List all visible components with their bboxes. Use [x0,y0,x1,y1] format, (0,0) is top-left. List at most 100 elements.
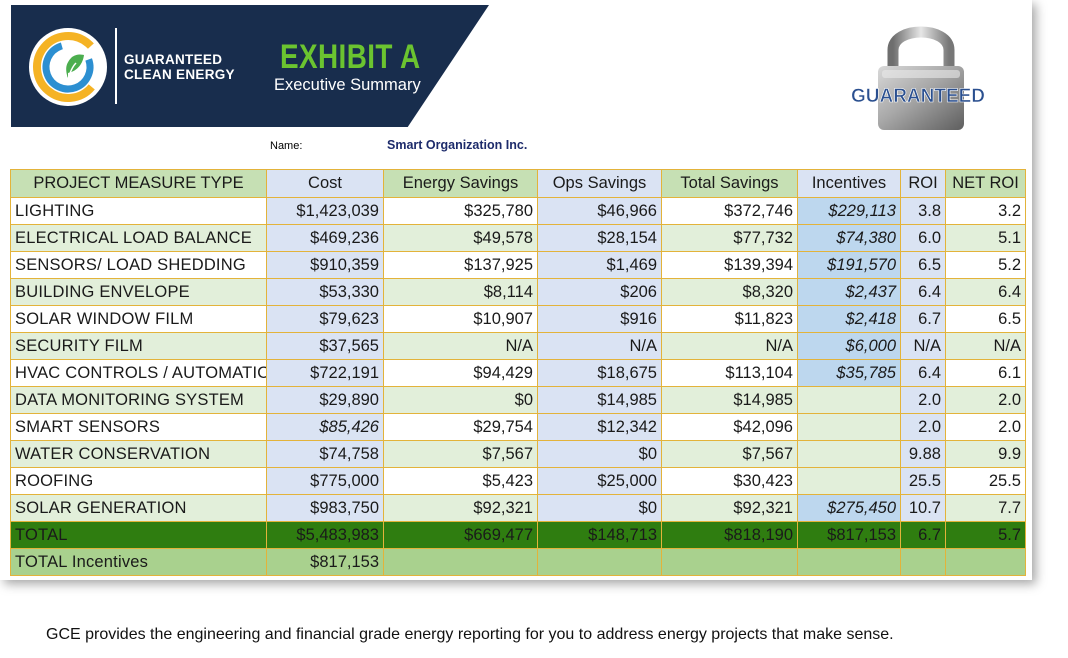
padlock-icon: GUARANTEED [851,26,985,130]
col-header-incentives: Incentives [797,169,901,198]
summary-table: PROJECT MEASURE TYPE Cost Energy Savings… [10,169,1026,576]
measure-name: SENSORS/ LOAD SHEDDING [10,251,267,279]
ops-savings-cell: $14,985 [537,386,662,414]
cost-cell: $722,191 [266,359,384,387]
net-roi-cell: 6.1 [945,359,1026,387]
incentives-cell: $2,437 [797,278,901,306]
energy-savings-cell: $49,578 [383,224,538,252]
empty-cell [661,548,798,576]
ops-savings-cell: $12,342 [537,413,662,441]
net-roi-cell: 5.1 [945,224,1026,252]
measure-name: LIGHTING [10,197,267,225]
roi-cell: 6.7 [900,305,946,333]
total-savings-cell: N/A [661,332,798,360]
measure-name: SOLAR WINDOW FILM [10,305,267,333]
gce-logo-icon [29,28,107,106]
measure-name: DATA MONITORING SYSTEM [10,386,267,414]
total-row: TOTAL $5,483,983 $669,477 $148,713 $818,… [10,521,1026,549]
net-roi-cell: 7.7 [945,494,1026,522]
total-energy-savings: $669,477 [383,521,538,549]
net-roi-cell: 6.5 [945,305,1026,333]
col-header-net-roi: NET ROI [945,169,1026,198]
total-savings-cell: $113,104 [661,359,798,387]
total-savings-cell: $14,985 [661,386,798,414]
brand-divider [115,28,117,104]
measure-name: HVAC CONTROLS / AUTOMATION [10,359,267,387]
brand-name-line-2: CLEAN ENERGY [124,67,235,82]
incentives-cell: $2,418 [797,305,901,333]
net-roi-cell: 2.0 [945,386,1026,414]
organization-name: Smart Organization Inc. [387,138,528,152]
table-row: HVAC CONTROLS / AUTOMATION $722,191 $94,42… [10,359,1026,387]
cost-cell: $1,423,039 [266,197,384,225]
table-row: SECURITY FILM $37,565 N/A N/A N/A $6,000 N/A N/… [10,332,1026,360]
energy-savings-cell: $5,423 [383,467,538,495]
table-row: SOLAR WINDOW FILM $79,623 $10,907 $916 $11,8… [10,305,1026,333]
roi-cell: 3.8 [900,197,946,225]
table-row: BUILDING ENVELOPE $53,330 $8,114 $206 $8,320… [10,278,1026,306]
table-row: SMART SENSORS $85,426 $29,754 $12,342 $42,09… [10,413,1026,441]
roi-cell: 6.0 [900,224,946,252]
table-row: ELECTRICAL LOAD BALANCE $469,236 $49,578 $2… [10,224,1026,252]
total-savings-cell: $11,823 [661,305,798,333]
incentives-cell: $35,785 [797,359,901,387]
roi-cell: N/A [900,332,946,360]
ops-savings-cell: N/A [537,332,662,360]
energy-savings-cell: $29,754 [383,413,538,441]
table-row: LIGHTING $1,423,039 $325,780 $46,966 $372,74… [10,197,1026,225]
table-row: ROOFING $775,000 $5,423 $25,000 $30,423 25.5 2… [10,467,1026,495]
total-savings-cell: $7,567 [661,440,798,468]
cost-cell: $85,426 [266,413,384,441]
total-ops-savings: $148,713 [537,521,662,549]
col-header-roi: ROI [900,169,946,198]
energy-savings-cell: $137,925 [383,251,538,279]
net-roi-cell: 9.9 [945,440,1026,468]
cost-cell: $79,623 [266,305,384,333]
total-net-roi: 5.7 [945,521,1026,549]
total-savings-cell: $372,746 [661,197,798,225]
total-savings-cell: $77,732 [661,224,798,252]
empty-cell [945,548,1026,576]
energy-savings-cell: $7,567 [383,440,538,468]
empty-cell [797,548,901,576]
roi-cell: 25.5 [900,467,946,495]
energy-savings-cell: $8,114 [383,278,538,306]
total-savings-cell: $42,096 [661,413,798,441]
incentives-cell: $74,380 [797,224,901,252]
table-row: DATA MONITORING SYSTEM $29,890 $0 $14,985 $1… [10,386,1026,414]
incentives-cell: $275,450 [797,494,901,522]
empty-cell [900,548,946,576]
total-total-savings: $818,190 [661,521,798,549]
energy-savings-cell: $94,429 [383,359,538,387]
total-savings-cell: $30,423 [661,467,798,495]
cost-cell: $983,750 [266,494,384,522]
measure-name: WATER CONSERVATION [10,440,267,468]
incentives-cell [797,386,901,414]
cost-cell: $910,359 [266,251,384,279]
net-roi-cell: N/A [945,332,1026,360]
col-header-ops-savings: Ops Savings [537,169,662,198]
energy-savings-cell: $0 [383,386,538,414]
col-header-energy-savings: Energy Savings [383,169,538,198]
footer-note: GCE provides the engineering and financi… [46,626,894,643]
table-row: WATER CONSERVATION $74,758 $7,567 $0 $7,567 9… [10,440,1026,468]
incentives-cell: $6,000 [797,332,901,360]
net-roi-cell: 2.0 [945,413,1026,441]
cost-cell: $37,565 [266,332,384,360]
total-incentives-value: $817,153 [266,548,384,576]
ops-savings-cell: $0 [537,440,662,468]
roi-cell: 6.5 [900,251,946,279]
measure-name: SOLAR GENERATION [10,494,267,522]
ops-savings-cell: $0 [537,494,662,522]
total-cost: $5,483,983 [266,521,384,549]
exhibit-sheet: GUARANTEED CLEAN ENERGY EXHIBIT A Execut… [10,5,1026,576]
cost-cell: $74,758 [266,440,384,468]
col-header-measure: PROJECT MEASURE TYPE [10,169,267,198]
energy-savings-cell: $10,907 [383,305,538,333]
total-incentives-row: TOTAL Incentives $817,153 [10,548,1026,576]
name-label: Name: [270,140,303,152]
cost-cell: $53,330 [266,278,384,306]
measure-name: SMART SENSORS [10,413,267,441]
cost-cell: $775,000 [266,467,384,495]
exhibit-subtitle: Executive Summary [274,76,421,94]
